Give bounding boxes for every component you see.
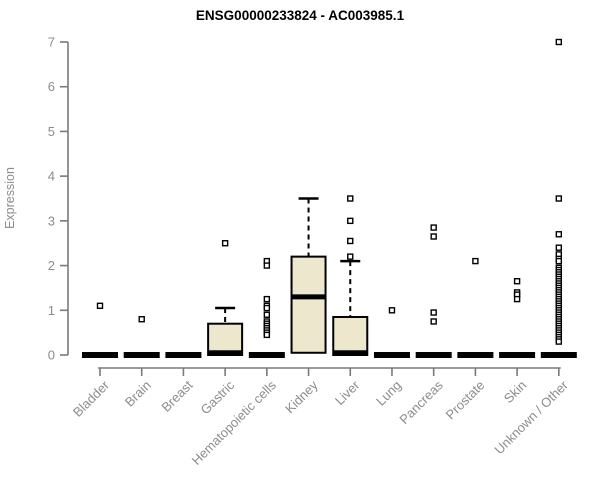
x-tick-label: Pancreas: [396, 377, 446, 427]
zero-box-bar: [123, 352, 160, 358]
outlier-point: [347, 253, 354, 260]
x-tick-label: Brain: [122, 378, 154, 410]
median-line: [333, 350, 368, 356]
x-tick-label: Gastric: [198, 377, 238, 417]
outlier-point: [263, 331, 271, 339]
x-tick-label: Bladder: [70, 377, 113, 420]
x-tick-label: Breast: [158, 377, 195, 414]
outlier-point: [555, 231, 563, 238]
outlier-point: [555, 257, 563, 265]
x-tick-label: Skin: [501, 378, 529, 406]
outlier-point: [347, 195, 354, 202]
zero-box-bar: [165, 352, 202, 358]
outlier-point: [221, 240, 229, 247]
zero-box-bar: [373, 352, 410, 358]
chart-title: ENSG00000233824 - AC003985.1: [196, 8, 405, 23]
median-line: [291, 294, 326, 300]
outlier-point: [263, 304, 271, 312]
box: [290, 255, 327, 354]
outlier-point: [430, 309, 437, 316]
outlier-point: [555, 195, 563, 202]
outlier-point: [263, 295, 271, 303]
y-axis-label: Expression: [3, 167, 17, 229]
outlier-point: [347, 237, 354, 245]
outlier-point: [555, 338, 563, 345]
y-tick-label: 5: [48, 124, 55, 139]
zero-box-bar: [248, 352, 285, 358]
outlier-point: [263, 311, 271, 318]
x-tick-label: Prostate: [443, 378, 488, 423]
y-tick-label: 0: [48, 348, 55, 363]
zero-box-bar: [499, 352, 536, 358]
x-tick-label: Kidney: [282, 377, 321, 416]
outlier-point: [513, 295, 521, 303]
y-tick-label: 1: [48, 303, 55, 318]
zero-box-bar: [82, 352, 118, 358]
y-tick-label: 3: [48, 213, 55, 228]
box: [207, 322, 244, 357]
outlier-point: [138, 316, 145, 323]
x-tick-label: Unknown / Other: [491, 377, 571, 457]
outlier-point: [472, 257, 479, 265]
zero-box-bar: [457, 352, 494, 358]
outlier-point: [96, 302, 104, 310]
outlier-point: [555, 38, 563, 46]
outlier-point: [263, 262, 271, 269]
median-line: [208, 350, 243, 356]
box: [332, 315, 369, 356]
zero-box-bar: [540, 352, 577, 358]
zero-box-bar: [415, 352, 452, 358]
outlier-point: [388, 307, 396, 314]
outlier-point: [430, 233, 437, 240]
x-tick-label: Liver: [332, 377, 363, 408]
outlier-point: [430, 318, 437, 325]
y-tick-label: 7: [48, 35, 55, 50]
y-tick-label: 2: [48, 258, 55, 273]
x-tick-label: Lung: [373, 378, 404, 409]
outlier-point: [513, 278, 521, 285]
outlier-point: [555, 244, 563, 251]
y-tick-label: 6: [48, 79, 55, 94]
outlier-point: [430, 224, 437, 231]
y-tick-label: 4: [48, 169, 55, 184]
outlier-point: [347, 217, 354, 225]
